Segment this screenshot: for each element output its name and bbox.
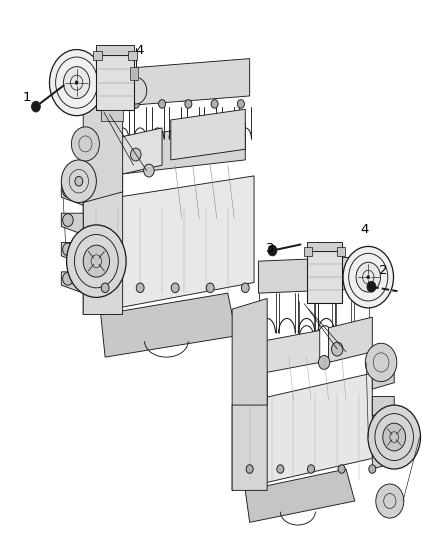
Circle shape [185,100,192,108]
Polygon shape [263,330,320,373]
Polygon shape [258,256,385,293]
Polygon shape [83,91,123,203]
Polygon shape [328,317,372,362]
Bar [96,55,134,110]
Circle shape [307,465,314,473]
Circle shape [268,245,277,256]
Circle shape [367,275,370,279]
Polygon shape [232,373,372,490]
Circle shape [206,283,214,293]
Circle shape [61,160,96,203]
Circle shape [356,262,381,292]
Circle shape [75,176,83,186]
Circle shape [136,283,144,293]
Circle shape [67,225,126,297]
Text: 2: 2 [378,264,387,277]
Polygon shape [232,298,267,405]
Polygon shape [372,370,394,389]
Circle shape [132,100,139,108]
Text: 1: 1 [23,91,32,104]
Bar [96,45,134,55]
Circle shape [211,100,218,108]
Polygon shape [101,293,237,357]
Circle shape [131,148,141,161]
Circle shape [332,342,343,356]
Circle shape [237,100,244,108]
Bar [130,67,138,80]
Circle shape [63,214,73,227]
Circle shape [376,484,404,518]
Polygon shape [372,423,394,442]
Circle shape [144,164,154,177]
Circle shape [101,283,109,293]
Circle shape [49,50,104,116]
Polygon shape [61,272,83,293]
Circle shape [343,246,393,308]
Circle shape [64,67,90,99]
Bar [307,252,342,303]
Polygon shape [105,123,245,176]
Polygon shape [61,213,83,235]
Circle shape [71,127,99,161]
Polygon shape [114,59,250,107]
Circle shape [63,272,73,285]
Circle shape [103,77,112,88]
Circle shape [63,184,73,197]
Polygon shape [114,128,162,176]
Polygon shape [232,373,267,490]
Circle shape [83,245,110,277]
Circle shape [125,77,147,104]
Circle shape [159,100,166,108]
Polygon shape [245,469,355,522]
Bar [96,64,120,96]
Text: 4: 4 [360,223,369,236]
Circle shape [171,283,179,293]
Text: 4: 4 [135,44,144,57]
Text: 3: 3 [266,242,275,255]
Bar [304,247,312,256]
Polygon shape [83,176,254,314]
Circle shape [32,101,40,112]
Polygon shape [372,397,394,416]
Circle shape [277,465,284,473]
Polygon shape [61,184,83,205]
Circle shape [368,405,420,469]
Circle shape [318,356,330,369]
Circle shape [246,465,253,473]
Bar [337,247,345,256]
Bar [93,51,102,60]
Circle shape [365,343,397,382]
Circle shape [338,465,345,473]
Bar [128,51,137,60]
Circle shape [383,423,406,451]
Circle shape [63,243,73,256]
Polygon shape [83,176,123,314]
Circle shape [369,465,376,473]
Circle shape [367,281,376,292]
Polygon shape [372,450,394,469]
Polygon shape [101,110,123,121]
Polygon shape [61,243,83,264]
Circle shape [241,283,249,293]
Bar [307,243,342,252]
Polygon shape [171,109,245,160]
Circle shape [98,71,117,94]
Circle shape [75,80,78,85]
